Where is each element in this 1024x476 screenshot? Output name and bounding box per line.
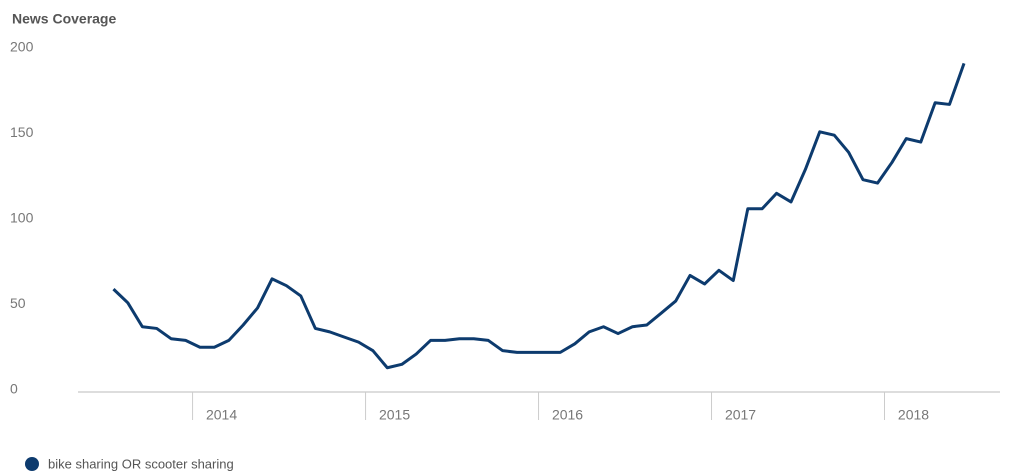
x-tick-label: 2017	[725, 407, 756, 423]
y-tick-label: 150	[10, 124, 34, 140]
line-series	[112, 62, 966, 370]
y-tick-label: 200	[10, 39, 34, 55]
y-tick-label: 100	[10, 210, 34, 226]
chart-title: News Coverage	[12, 11, 116, 27]
x-tick-label: 2018	[898, 407, 929, 423]
legend-marker	[25, 457, 39, 471]
y-tick-label: 0	[10, 381, 18, 397]
x-tick-label: 2016	[552, 407, 583, 423]
x-tick-label: 2014	[206, 407, 237, 423]
y-tick-label: 50	[10, 295, 26, 311]
legend-label: bike sharing OR scooter sharing	[48, 456, 234, 471]
x-tick-label: 2015	[379, 407, 410, 423]
